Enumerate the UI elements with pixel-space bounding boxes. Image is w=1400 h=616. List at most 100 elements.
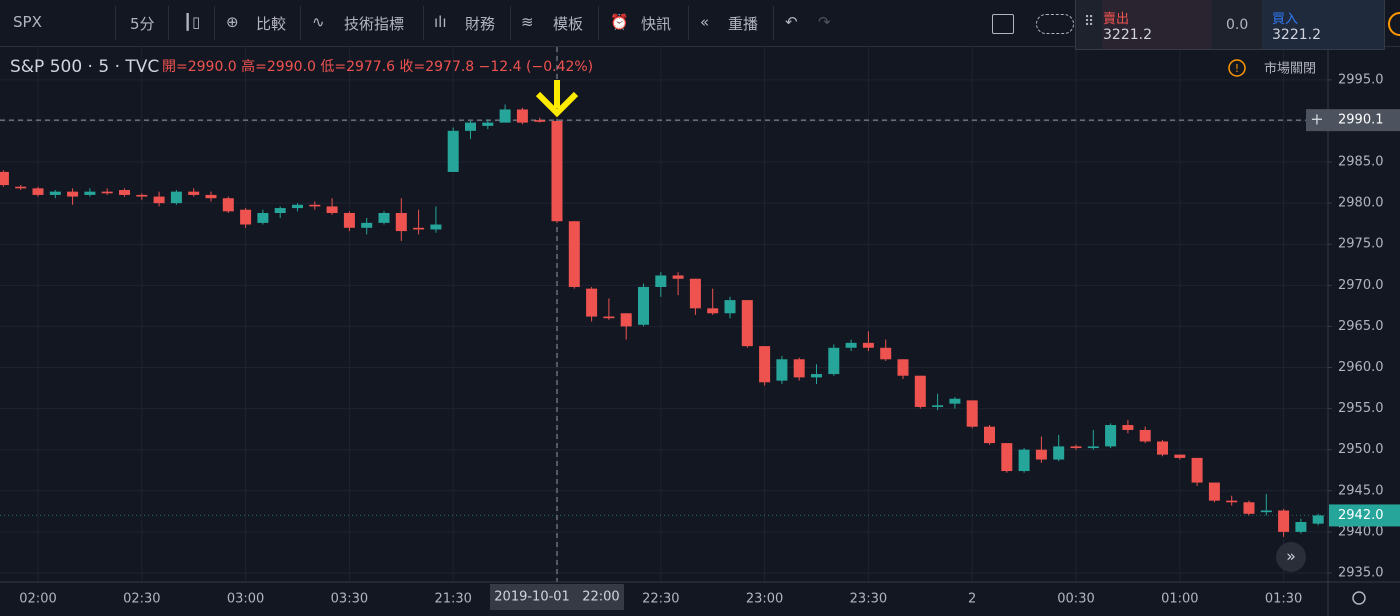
replay-icon[interactable]: «	[700, 13, 710, 31]
separator	[773, 6, 774, 40]
y-tick-label: 2955.0	[1338, 401, 1384, 416]
candle-body	[793, 359, 805, 378]
compare-button[interactable]: 比較	[256, 15, 287, 33]
candle-body	[638, 286, 649, 325]
candle-body	[1105, 425, 1117, 447]
templates-icon[interactable]: ≋	[521, 13, 534, 31]
candle-body	[1018, 449, 1030, 472]
y-tick-label: 2995.0	[1338, 72, 1384, 87]
alerts-button[interactable]: 快訊	[641, 15, 672, 33]
candle-body	[101, 191, 113, 194]
candle-body	[326, 206, 338, 214]
candle-body	[603, 316, 615, 319]
x-tick-label: 2	[968, 592, 976, 607]
x-tick-label: 03:00	[227, 592, 264, 607]
candle-body	[170, 191, 182, 204]
compare-icon[interactable]: ⊕	[226, 13, 239, 31]
x-tick-label: 22:30	[642, 592, 679, 607]
y-tick-label: 2945.0	[1338, 483, 1384, 498]
y-tick-label: 2950.0	[1338, 442, 1384, 457]
templates-button[interactable]: 模板	[553, 15, 584, 33]
replay-button[interactable]: 重播	[728, 15, 759, 33]
buy-label[interactable]: 買入	[1272, 12, 1299, 27]
settings-icon[interactable]	[1352, 591, 1366, 605]
alerts-icon[interactable]: ⏰	[610, 13, 629, 31]
candle-body	[257, 213, 269, 223]
sell-bg[interactable]	[1102, 0, 1212, 49]
sell-label[interactable]: 賣出	[1103, 12, 1130, 27]
y-tick-label: 2965.0	[1338, 319, 1384, 334]
interval-button[interactable]: 5分	[130, 15, 155, 33]
candle-body	[240, 209, 252, 225]
crosshair-price-bg	[1306, 109, 1400, 132]
drag-handle: ⠿	[1084, 14, 1095, 30]
candle-body	[1087, 446, 1099, 449]
candle-body	[1174, 454, 1186, 458]
crosshair-price-label: 2990.1	[1338, 113, 1384, 128]
cloud-button[interactable]	[1036, 14, 1074, 34]
financials-button[interactable]: 財務	[465, 15, 496, 33]
candle-body	[516, 109, 528, 123]
candle-body	[724, 300, 736, 314]
candle-body	[1295, 522, 1307, 532]
candle-body	[707, 308, 719, 314]
candle-body	[465, 122, 476, 131]
candle-body	[984, 426, 995, 444]
x-tick-label: 23:30	[850, 592, 887, 607]
financials-icon[interactable]: ılı	[434, 13, 447, 31]
candle-body	[119, 189, 130, 195]
fullscreen-button[interactable]	[992, 14, 1014, 34]
y-tick-label: 2960.0	[1338, 360, 1384, 375]
separator	[168, 6, 169, 40]
candle-body	[361, 222, 373, 228]
candle-body	[378, 213, 390, 223]
candle-body	[811, 374, 822, 378]
candle-body	[430, 224, 442, 230]
indicators-button[interactable]: 技術指標	[344, 15, 405, 33]
separator	[214, 6, 215, 40]
ohlc-legend: 開=2990.0 高=2990.0 低=2977.6 收=2977.8 −12.…	[162, 58, 593, 75]
candle-body	[534, 120, 546, 122]
candle-body	[309, 204, 321, 207]
x-tick-label: 02:00	[19, 592, 56, 607]
scroll-button[interactable]	[1276, 542, 1306, 572]
candle-body	[1208, 482, 1220, 501]
candle-body	[551, 120, 563, 222]
symbol-button[interactable]: SPX	[13, 13, 42, 31]
undo-button[interactable]: ↶	[785, 13, 798, 31]
candle-body	[1001, 443, 1013, 472]
candle-body	[49, 191, 61, 195]
candle-body	[188, 191, 200, 195]
arrow-head	[535, 91, 579, 118]
sell-price[interactable]: 3221.2	[1103, 27, 1152, 43]
crosshair-plus: +	[1310, 110, 1323, 129]
candle-body	[274, 208, 286, 214]
alert-badge[interactable]	[1388, 12, 1400, 36]
candle-body	[222, 198, 234, 212]
candle-body	[0, 171, 9, 186]
annotation-arrow	[535, 80, 579, 118]
candle-body	[672, 275, 684, 279]
candle-body	[343, 213, 355, 228]
indicators-icon[interactable]: ∿	[312, 13, 325, 31]
grid	[0, 47, 1328, 582]
buy-price[interactable]: 3221.2	[1272, 27, 1321, 43]
candle-body	[32, 188, 44, 195]
crosshair-time-label: 2019-10-01 22:00	[494, 590, 619, 605]
scroll-button-icon[interactable]: »	[1286, 547, 1296, 566]
candle-body	[741, 300, 753, 347]
candle-body	[655, 275, 667, 287]
candle-body	[966, 400, 978, 427]
y-tick-label: 2970.0	[1338, 278, 1384, 293]
chart-type-button[interactable]: ┃▯	[183, 13, 201, 31]
market-status-icon	[1228, 59, 1246, 77]
spread: 0.0	[1226, 17, 1249, 33]
x-tick-label: 03:30	[331, 592, 368, 607]
candle-body	[1226, 500, 1238, 503]
buy-bg[interactable]	[1262, 0, 1384, 49]
redo-button[interactable]: ↷	[818, 13, 831, 31]
candle-body	[1070, 446, 1082, 449]
candle-body	[949, 398, 961, 404]
candle-body	[620, 313, 632, 327]
candle-body	[759, 346, 771, 383]
